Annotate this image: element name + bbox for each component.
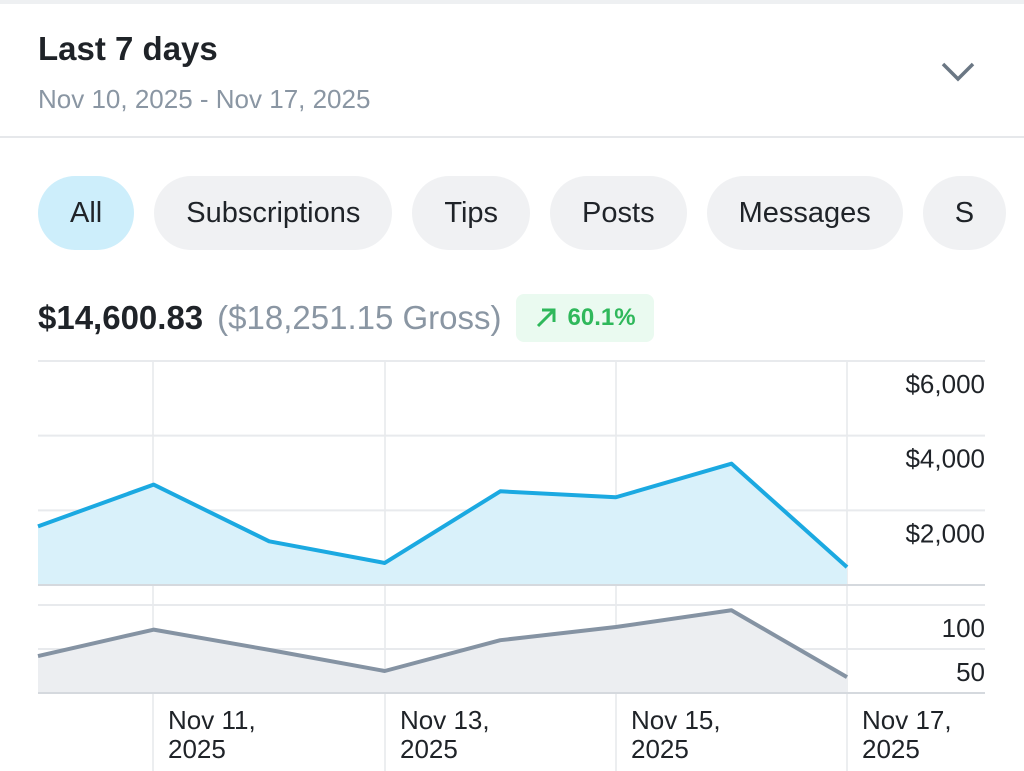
earnings-summary: $14,600.83 ($18,251.15 Gross) 60.1% [38, 294, 654, 342]
chevron-down-icon[interactable] [940, 60, 976, 84]
net-total: $14,600.83 [38, 299, 204, 336]
y-tick-label: 100 [942, 613, 985, 643]
date-range: Nov 10, 2025 - Nov 17, 2025 [38, 84, 371, 114]
y-tick-label: 50 [956, 657, 985, 687]
date-range-selector[interactable]: Last 7 days Nov 10, 2025 - Nov 17, 2025 [0, 4, 1024, 138]
filter-all[interactable]: All [38, 176, 135, 250]
gross-total: ($18,251.15 Gross) [217, 299, 502, 336]
series-area [38, 610, 847, 693]
period-title: Last 7 days [38, 30, 218, 67]
x-tick-label: Nov 11, 2025 [168, 705, 256, 764]
filter-more[interactable]: S [922, 176, 1007, 250]
y-tick-label: $6,000 [905, 369, 985, 399]
arrow-up-right-icon [536, 308, 555, 328]
filter-tips[interactable]: Tips [412, 176, 531, 250]
y-tick-label: $4,000 [905, 444, 985, 474]
filter-chips: All Subscriptions Tips Posts Messages S [38, 176, 1007, 250]
filter-posts[interactable]: Posts [550, 176, 687, 250]
series-line [37, 461, 849, 569]
y-tick-label: $2,000 [905, 518, 985, 548]
change-value: 60.1% [567, 304, 636, 331]
filter-messages[interactable]: Messages [706, 176, 903, 250]
series-line [37, 608, 849, 679]
x-tick-label: Nov 15, 2025 [631, 705, 721, 764]
x-tick-label: Nov 17, 2025 [862, 705, 952, 764]
top-divider [0, 0, 1024, 4]
change-badge: 60.1% [515, 294, 654, 342]
filter-subscriptions[interactable]: Subscriptions [154, 176, 393, 250]
x-tick-label: Nov 13, 2025 [400, 705, 490, 764]
series-area [38, 463, 847, 585]
